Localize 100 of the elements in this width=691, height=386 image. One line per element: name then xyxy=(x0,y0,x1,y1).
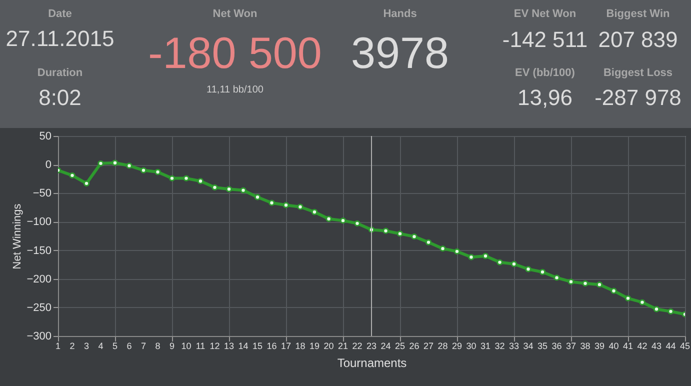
x-axis-title: Tournaments xyxy=(337,356,407,370)
x-tick-label: 45 xyxy=(680,341,690,351)
x-tick-label: 44 xyxy=(666,341,676,351)
y-tick-label: −150 xyxy=(26,244,52,257)
text: Net Won xyxy=(212,8,258,20)
point xyxy=(126,162,132,169)
point xyxy=(112,160,118,166)
point xyxy=(183,175,190,182)
point xyxy=(639,299,646,306)
x-tick-label: 43 xyxy=(651,341,662,351)
point xyxy=(254,194,261,200)
point xyxy=(525,266,532,272)
point xyxy=(582,280,588,287)
x-tick-label: 2 xyxy=(70,341,75,351)
y-tick-label: −50 xyxy=(32,188,52,200)
text: Date xyxy=(48,8,72,20)
x-tick-label: 5 xyxy=(112,341,118,351)
x-tick-label: 19 xyxy=(309,341,320,351)
x-tick-label: 35 xyxy=(537,341,548,351)
x-tick-label: 31 xyxy=(480,341,491,351)
text: EV Net Won xyxy=(514,8,576,20)
x-tick-label: 40 xyxy=(608,341,619,351)
point xyxy=(311,208,318,216)
text: 27.11.2015 xyxy=(6,26,114,52)
point xyxy=(668,308,674,315)
x-tick-label: 15 xyxy=(252,341,263,351)
x-tick-label: 13 xyxy=(224,341,234,351)
point xyxy=(226,186,232,192)
point xyxy=(539,268,546,276)
point xyxy=(610,288,617,294)
y-tick-label: 0 xyxy=(45,159,52,172)
x-tick-label: 14 xyxy=(238,341,248,351)
point xyxy=(240,187,246,194)
x-tick-label: 16 xyxy=(266,341,277,351)
point xyxy=(653,306,660,312)
x-tick-label: 25 xyxy=(394,341,406,351)
x-tick-label: 18 xyxy=(295,341,306,351)
x-tick-label: 39 xyxy=(594,341,605,351)
x-tick-label: 11 xyxy=(196,341,206,351)
text: -180 500 xyxy=(148,29,322,79)
point xyxy=(168,175,176,182)
point xyxy=(197,178,204,184)
point xyxy=(454,248,460,255)
x-tick-label: 17 xyxy=(280,341,292,351)
x-tick-label: 34 xyxy=(523,341,534,351)
text: Biggest Loss xyxy=(603,67,673,79)
point xyxy=(354,220,360,227)
x-tick-label: 9 xyxy=(169,341,175,351)
y-axis-title: Net Winnings xyxy=(12,203,24,270)
text: 13,96 xyxy=(517,85,573,111)
point xyxy=(140,167,147,174)
point xyxy=(510,260,518,268)
point xyxy=(154,168,161,176)
text: 3978 xyxy=(351,29,449,79)
x-tick-label: 24 xyxy=(380,341,391,351)
text: Biggest Win xyxy=(606,8,670,20)
text: EV (bb/100) xyxy=(515,67,575,79)
x-tick-label: 33 xyxy=(508,341,520,351)
y-tick-label: 50 xyxy=(39,130,52,142)
x-tick-label: 7 xyxy=(140,341,146,351)
point xyxy=(268,200,275,206)
text: -142 511 xyxy=(502,27,588,53)
x-tick-label: 22 xyxy=(352,341,362,351)
y-tick-label: −100 xyxy=(26,216,52,228)
point xyxy=(282,202,290,208)
point xyxy=(596,281,603,288)
x-tick-label: 28 xyxy=(438,341,448,351)
point xyxy=(83,180,90,187)
point xyxy=(425,239,432,246)
x-tick-label: 8 xyxy=(155,341,160,351)
x-tick-label: 26 xyxy=(409,341,420,351)
point xyxy=(396,230,404,237)
y-tick-label: −300 xyxy=(26,330,52,342)
point xyxy=(624,295,632,302)
x-tick-label: 38 xyxy=(580,341,590,351)
text: 8:02 xyxy=(38,85,82,111)
y-tick-label: −250 xyxy=(26,302,52,314)
point xyxy=(482,252,489,260)
point xyxy=(297,204,304,210)
text: 11,11 bb/100 xyxy=(206,84,264,96)
x-tick-label: 42 xyxy=(637,341,648,351)
x-tick-label: 10 xyxy=(181,341,192,351)
point xyxy=(382,228,389,234)
x-tick-label: 37 xyxy=(566,341,576,351)
x-tick-label: 36 xyxy=(552,341,562,351)
x-tick-label: 41 xyxy=(622,341,634,351)
text: 207 839 xyxy=(598,27,678,53)
x-tick-label: 29 xyxy=(452,341,462,351)
point xyxy=(568,278,574,285)
point xyxy=(554,274,560,281)
x-tick-label: 27 xyxy=(423,341,434,351)
x-tick-label: 3 xyxy=(84,341,90,351)
text: Hands xyxy=(383,8,417,20)
point xyxy=(468,254,474,260)
point xyxy=(496,259,503,266)
point xyxy=(440,245,446,252)
point xyxy=(98,160,104,167)
x-tick-label: 21 xyxy=(338,341,348,351)
text: -287 978 xyxy=(594,85,682,111)
point xyxy=(69,172,76,179)
